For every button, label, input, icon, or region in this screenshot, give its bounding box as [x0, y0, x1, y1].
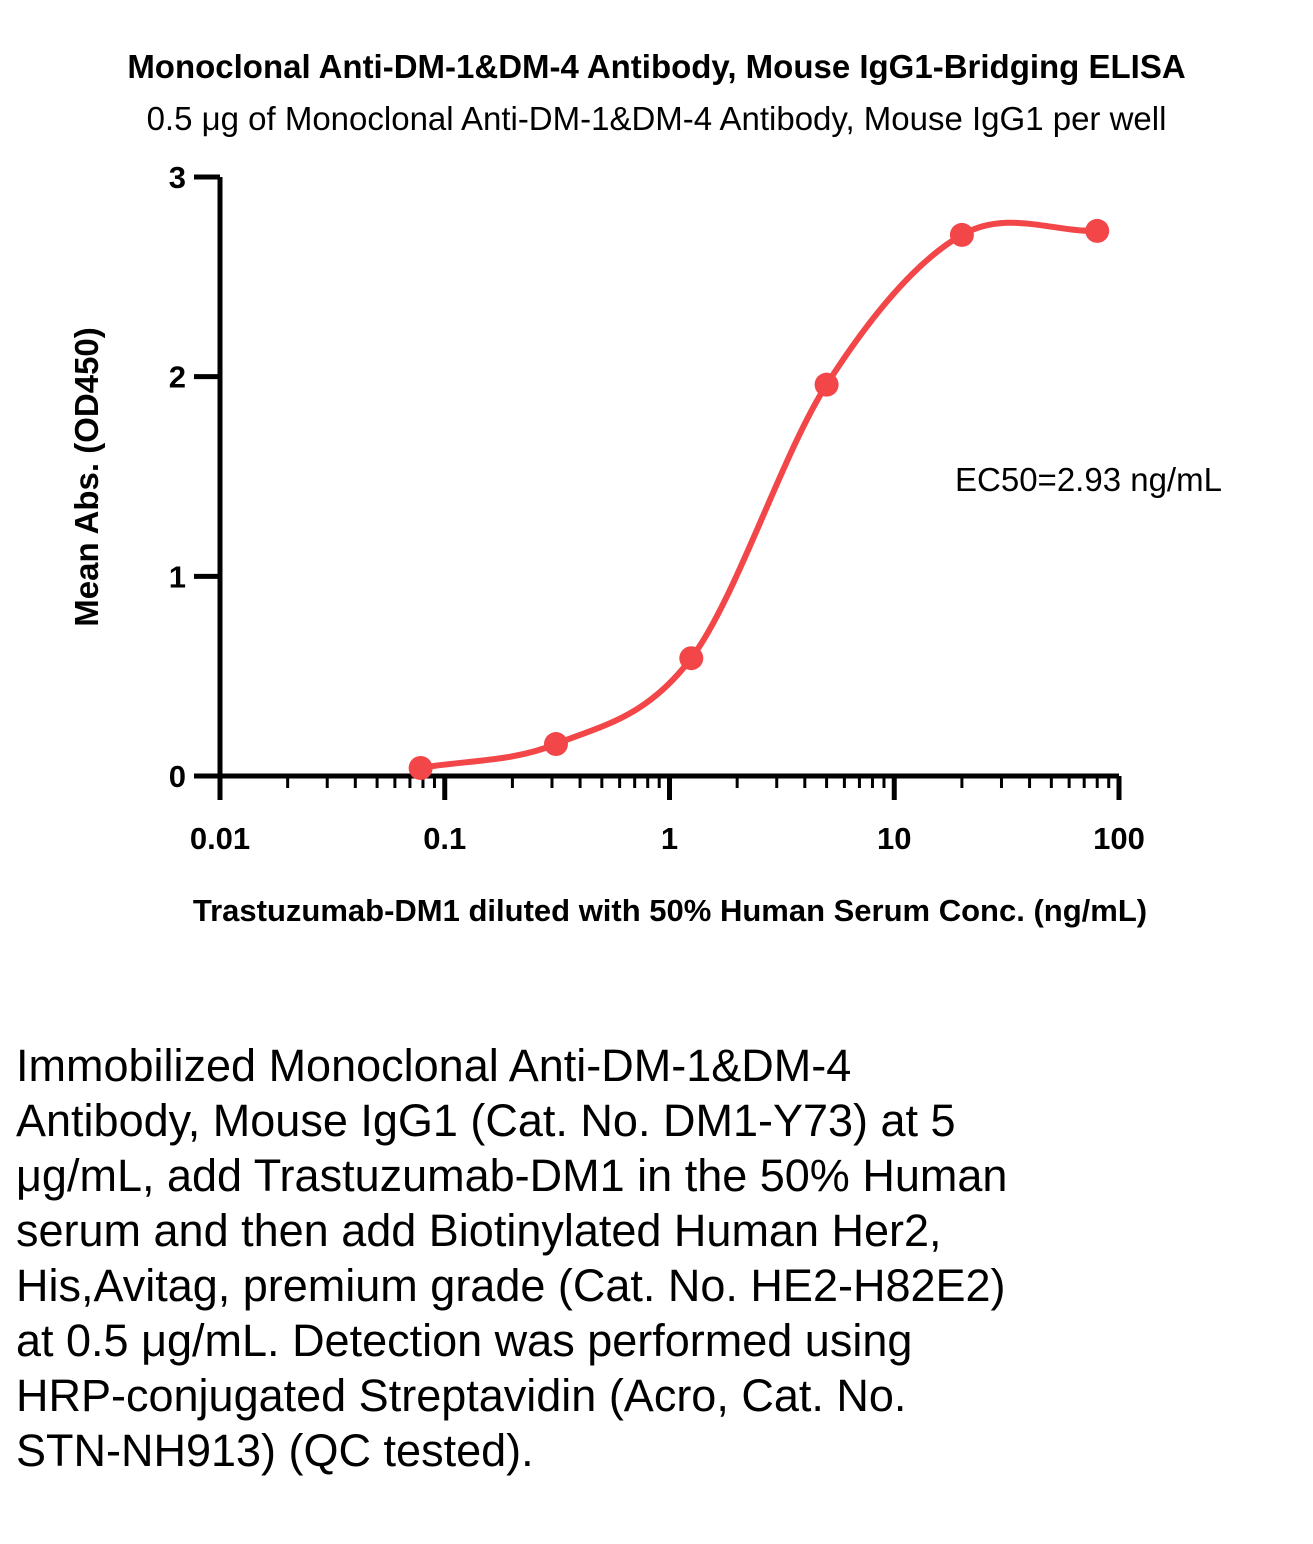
y-tick-label-0: 0	[169, 759, 186, 794]
x-axis-label: Trastuzumab-DM1 diluted with 50% Human S…	[193, 893, 1147, 928]
data-points-layer	[408, 218, 1110, 781]
y-axis-label: Mean Abs. (OD450)	[68, 327, 105, 627]
x-tick-label-3: 10	[877, 821, 911, 856]
x-tick-label-4: 100	[1093, 821, 1145, 856]
chart-title: Monoclonal Anti-DM-1&DM-4 Antibody, Mous…	[127, 48, 1186, 85]
y-tick-label-2: 2	[169, 360, 186, 395]
assay-description: Immobilized Monoclonal Anti-DM-1&DM-4 An…	[16, 1040, 1008, 1476]
data-point-1	[543, 732, 568, 757]
data-point-2	[679, 646, 704, 671]
chart-axes: 0.01 0.1 1 10 100 0 1 2 3	[169, 160, 1145, 856]
y-tick-label-1: 1	[169, 559, 186, 594]
data-point-0	[408, 756, 433, 781]
elisa-chart: 0.01 0.1 1 10 100 0 1 2 3 Mean Abs. (OD450) Tras…	[68, 160, 1222, 928]
x-tick-label-2: 1	[661, 821, 678, 856]
x-tick-label-0: 0.01	[190, 821, 250, 856]
x-tick-label-1: 0.1	[423, 821, 466, 856]
data-point-3	[814, 372, 839, 397]
data-point-5	[1085, 218, 1110, 243]
ec50-annotation: EC50=2.93 ng/mL	[955, 461, 1222, 498]
data-point-4	[949, 222, 974, 247]
chart-subtitle: 0.5 μg of Monoclonal Anti-DM-1&DM-4 Anti…	[146, 100, 1167, 137]
y-tick-label-3: 3	[169, 160, 186, 195]
